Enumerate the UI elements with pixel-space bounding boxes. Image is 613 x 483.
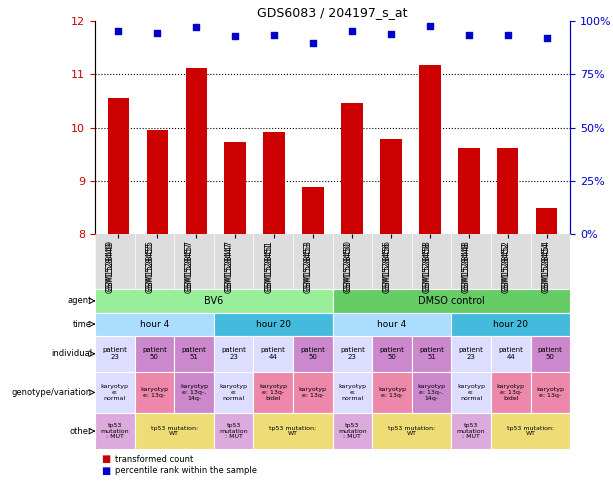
Text: transformed count: transformed count — [115, 455, 193, 464]
Text: GSM1528457: GSM1528457 — [185, 242, 194, 293]
Text: tp53 mutation:
WT: tp53 mutation: WT — [388, 426, 435, 437]
Text: patient
23: patient 23 — [102, 347, 128, 360]
Text: hour 20: hour 20 — [256, 320, 291, 328]
Point — [308, 39, 318, 47]
Text: patient
50: patient 50 — [379, 347, 405, 360]
Bar — [224, 142, 246, 234]
Point — [347, 27, 357, 35]
Point — [191, 23, 201, 30]
Bar — [341, 102, 363, 234]
Text: GSM1528453: GSM1528453 — [304, 241, 313, 291]
Text: GSM1528454: GSM1528454 — [541, 242, 550, 293]
Text: patient
44: patient 44 — [498, 347, 523, 360]
Text: BV6: BV6 — [204, 296, 223, 306]
Text: GSM1528456: GSM1528456 — [383, 241, 392, 291]
Bar — [186, 68, 207, 234]
Text: tp53 mutation:
WT: tp53 mutation: WT — [507, 426, 554, 437]
Text: GSM1528453: GSM1528453 — [304, 242, 313, 293]
Bar — [536, 208, 557, 234]
Text: ■: ■ — [101, 466, 110, 476]
Text: GSM1528450: GSM1528450 — [343, 242, 352, 293]
Point — [542, 34, 552, 42]
Text: patient
50: patient 50 — [538, 347, 563, 360]
Text: tp53
mutation
: MUT: tp53 mutation : MUT — [338, 423, 367, 440]
Text: patient
23: patient 23 — [221, 347, 246, 360]
Text: GSM1528456: GSM1528456 — [383, 242, 392, 293]
Text: tp53 mutation:
WT: tp53 mutation: WT — [269, 426, 316, 437]
Text: karyotyp
e:
normal: karyotyp e: normal — [101, 384, 129, 401]
Text: percentile rank within the sample: percentile rank within the sample — [115, 467, 257, 475]
Text: karyotyp
e:
normal: karyotyp e: normal — [219, 384, 248, 401]
Text: karyotyp
e:
normal: karyotyp e: normal — [338, 384, 367, 401]
Text: karyotyp
e: 13q-: karyotyp e: 13q- — [299, 387, 327, 398]
Text: other: other — [69, 426, 92, 436]
Text: time: time — [73, 320, 92, 328]
Text: karyotyp
e: 13q-: karyotyp e: 13q- — [536, 387, 565, 398]
Bar — [380, 139, 402, 234]
Bar — [264, 132, 285, 234]
Text: karyotyp
e: 13q-
bidel: karyotyp e: 13q- bidel — [497, 384, 525, 401]
Text: GSM1528450: GSM1528450 — [343, 241, 352, 291]
Text: GSM1528455: GSM1528455 — [145, 241, 154, 291]
Bar — [458, 148, 479, 234]
Text: tp53 mutation:
WT: tp53 mutation: WT — [151, 426, 198, 437]
Text: GSM1528449: GSM1528449 — [106, 242, 115, 293]
Point — [269, 31, 279, 39]
Text: GSM1528457: GSM1528457 — [185, 241, 194, 291]
Point — [425, 22, 435, 30]
Text: GSM1528458: GSM1528458 — [422, 242, 432, 293]
Text: GSM1528458: GSM1528458 — [422, 241, 432, 291]
Text: GSM1528451: GSM1528451 — [264, 241, 273, 291]
Text: agent: agent — [67, 297, 92, 305]
Text: DMSO control: DMSO control — [418, 296, 485, 306]
Text: GSM1528449: GSM1528449 — [106, 241, 115, 291]
Text: patient
44: patient 44 — [261, 347, 286, 360]
Bar — [419, 65, 441, 234]
Text: karyotyp
e: 13q-: karyotyp e: 13q- — [140, 387, 169, 398]
Point — [153, 29, 162, 37]
Bar — [147, 130, 168, 234]
Text: GSM1528454: GSM1528454 — [541, 241, 550, 291]
Text: hour 4: hour 4 — [140, 320, 169, 328]
Text: patient
23: patient 23 — [340, 347, 365, 360]
Text: karyotyp
e: 13q-,
14q-: karyotyp e: 13q-, 14q- — [417, 384, 446, 401]
Text: individual: individual — [51, 349, 92, 358]
Point — [503, 31, 512, 39]
Bar — [302, 187, 324, 234]
Text: tp53
mutation
: MUT: tp53 mutation : MUT — [101, 423, 129, 440]
Point — [464, 31, 474, 39]
Text: hour 4: hour 4 — [378, 320, 406, 328]
Text: GSM1528452: GSM1528452 — [501, 241, 511, 291]
Bar — [497, 148, 519, 234]
Text: ■: ■ — [101, 455, 110, 464]
Point — [230, 32, 240, 40]
Title: GDS6083 / 204197_s_at: GDS6083 / 204197_s_at — [257, 6, 408, 19]
Text: tp53
mutation
: MUT: tp53 mutation : MUT — [457, 423, 485, 440]
Text: GSM1528448: GSM1528448 — [462, 241, 471, 291]
Text: karyotyp
e: 13q-
bidel: karyotyp e: 13q- bidel — [259, 384, 287, 401]
Text: GSM1528447: GSM1528447 — [224, 242, 234, 293]
Text: GSM1528455: GSM1528455 — [145, 242, 154, 293]
Text: karyotyp
e: 13q-,
14q-: karyotyp e: 13q-, 14q- — [180, 384, 208, 401]
Text: karyotyp
e: 13q-: karyotyp e: 13q- — [378, 387, 406, 398]
Text: hour 20: hour 20 — [493, 320, 528, 328]
Text: patient
51: patient 51 — [181, 347, 207, 360]
Text: GSM1528452: GSM1528452 — [501, 242, 511, 293]
Text: patient
51: patient 51 — [419, 347, 444, 360]
Point — [386, 30, 396, 38]
Bar — [108, 98, 129, 234]
Text: GSM1528447: GSM1528447 — [224, 241, 234, 291]
Text: patient
23: patient 23 — [459, 347, 484, 360]
Text: tp53
mutation
: MUT: tp53 mutation : MUT — [219, 423, 248, 440]
Text: GSM1528448: GSM1528448 — [462, 242, 471, 293]
Text: karyotyp
e:
normal: karyotyp e: normal — [457, 384, 485, 401]
Text: genotype/variation: genotype/variation — [12, 388, 92, 397]
Text: patient
50: patient 50 — [142, 347, 167, 360]
Text: GSM1528451: GSM1528451 — [264, 242, 273, 293]
Point — [113, 27, 123, 35]
Text: patient
50: patient 50 — [300, 347, 325, 360]
